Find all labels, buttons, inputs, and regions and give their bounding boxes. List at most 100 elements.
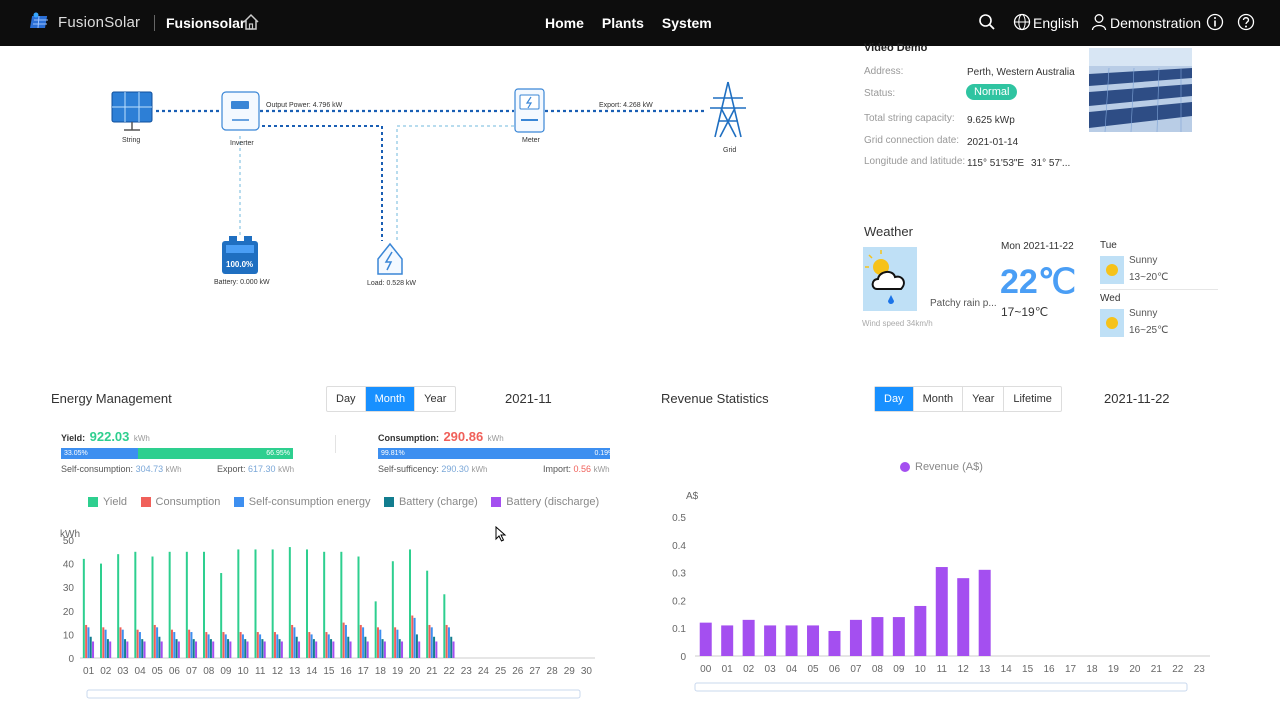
battery-charge-bar — [175, 639, 178, 658]
unit-label: kWh — [165, 465, 182, 474]
revenue-x-tick: 03 — [765, 664, 777, 675]
self-consumption-bar — [276, 634, 279, 658]
user-icon[interactable] — [1091, 13, 1107, 31]
user-name[interactable]: Demonstration — [1110, 15, 1202, 31]
string-solar-panel-icon[interactable] — [111, 91, 153, 131]
battery-charge-bar — [89, 636, 92, 658]
self-consumption-bar — [156, 627, 159, 658]
revenue-period-tabs: Day Month Year Lifetime — [874, 386, 1062, 412]
forecast-desc: Sunny — [1129, 308, 1158, 319]
revenue-statistics-card: Revenue Statistics Day Month Year Lifeti… — [660, 385, 1220, 710]
energy-x-tick: 11 — [255, 666, 266, 677]
self-consumption-bar — [396, 629, 399, 658]
battery-discharge-bar — [126, 641, 129, 658]
consumption-label: Consumption: — [378, 433, 439, 443]
plant-photo[interactable] — [1089, 48, 1192, 132]
revenue-legend[interactable]: Revenue (A$) — [900, 461, 983, 473]
revenue-bar — [699, 622, 712, 656]
tab-day[interactable]: Day — [327, 387, 366, 411]
revenue-y-tick: 0.4 — [672, 541, 686, 552]
revenue-y-tick: 0.1 — [672, 624, 686, 635]
revenue-y-tick: 0.5 — [672, 513, 686, 524]
battery-discharge-bar — [160, 641, 163, 658]
tab-lifetime[interactable]: Lifetime — [1013, 393, 1052, 405]
revenue-y-axis-label: A$ — [686, 491, 699, 502]
revenue-y-tick: 0.2 — [672, 596, 686, 607]
yield-bar — [391, 561, 394, 658]
revenue-date-picker[interactable]: 2021-11-22 — [1104, 391, 1170, 406]
consumption-bar — [291, 624, 294, 658]
info-icon[interactable] — [1206, 13, 1224, 31]
yield-bar — [271, 549, 274, 658]
language-selector[interactable]: English — [1033, 15, 1079, 31]
self-sufficiency-value: 290.30 — [441, 464, 469, 474]
import-stat: Import: 0.56 kWh — [543, 464, 610, 474]
battery-discharge-bar — [263, 641, 266, 658]
tab-year[interactable]: Year — [424, 393, 447, 405]
yield-bar — [426, 570, 429, 658]
search-icon[interactable] — [978, 13, 996, 31]
export-stat: Export: 617.30 kWh — [217, 464, 294, 474]
nav-plants[interactable]: Plants — [601, 15, 644, 31]
self-consumption-bar — [224, 634, 227, 658]
tab-day[interactable]: Day — [875, 387, 914, 411]
yield-bar — [117, 554, 120, 658]
nav-home[interactable]: Home — [545, 15, 584, 31]
self-consumption-bar — [121, 629, 124, 658]
forecast-range: 16~25℃ — [1129, 325, 1169, 336]
nav-system[interactable]: System — [661, 15, 712, 31]
grid-date-label: Grid connection date: — [864, 135, 960, 146]
consumption-bar — [359, 624, 362, 658]
yield-bar-export: 66.95% — [137, 448, 293, 459]
home-icon[interactable] — [242, 13, 260, 31]
energy-management-card: Energy Management Day Month Year 2021-11… — [50, 385, 620, 710]
consumption-bar — [85, 624, 88, 658]
revenue-bar — [957, 578, 970, 656]
grid-date-value: 2021-01-14 — [967, 137, 1019, 148]
inverter-icon[interactable] — [221, 91, 260, 131]
self-consumption-label: Self-consumption: — [61, 464, 134, 474]
globe-icon[interactable] — [1013, 13, 1031, 31]
consumption-bar — [445, 624, 448, 658]
consumption-bar — [102, 627, 105, 658]
energy-date-picker[interactable]: 2021-11 — [505, 391, 552, 406]
revenue-y-tick: 0.3 — [672, 569, 686, 580]
energy-x-tick: 14 — [306, 666, 318, 677]
battery-discharge-bar — [418, 641, 421, 658]
yield-bar — [134, 551, 137, 658]
tab-year[interactable]: Year — [963, 387, 1005, 411]
sunny-icon — [1100, 309, 1124, 337]
tab-month[interactable]: Month — [365, 387, 416, 411]
consumption-bar — [256, 632, 259, 658]
grid-tower-icon[interactable] — [710, 81, 746, 138]
tab-month[interactable]: Month — [914, 387, 964, 411]
battery-charge-bar — [398, 639, 401, 658]
help-icon[interactable] — [1237, 13, 1255, 31]
energy-bar-chart: kWh 0 10 20 30 40 50 01 02 03 04 05 06 07 08 09 10 11 12 13… — [60, 529, 595, 699]
battery-charge-bar — [415, 634, 418, 658]
revenue-bar — [828, 630, 841, 656]
wind-speed: Wind speed 34km/h — [862, 319, 933, 328]
meter-icon[interactable] — [514, 88, 545, 133]
battery-charge-bar — [124, 639, 127, 658]
legend-consumption[interactable]: Consumption — [140, 496, 220, 508]
self-consumption-bar — [447, 627, 450, 658]
energy-period-tabs: Day Month Year — [326, 386, 457, 412]
battery-discharge-bar — [366, 641, 369, 658]
legend-battery-charge[interactable]: Battery (charge) — [383, 496, 478, 508]
legend-battery-discharge[interactable]: Battery (discharge) — [491, 496, 599, 508]
self-consumption-stat: Self-consumption: 304.73 kWh — [61, 464, 182, 474]
legend-self-consumption[interactable]: Self-consumption energy — [233, 496, 370, 508]
revenue-x-tick: 13 — [979, 664, 991, 675]
yield-bar — [220, 573, 223, 658]
battery-discharge-bar — [92, 641, 95, 658]
brand-logo[interactable]: FusionSolar — [30, 11, 140, 33]
battery-discharge-bar — [177, 641, 180, 658]
top-navigation-bar: FusionSolar Fusionsolar Home Plants Syst… — [0, 0, 1280, 46]
legend-yield[interactable]: Yield — [88, 496, 127, 508]
load-house-icon[interactable] — [377, 242, 403, 275]
energy-x-tick: 23 — [461, 666, 473, 677]
battery-discharge-bar — [229, 641, 232, 658]
battery-icon[interactable] — [222, 236, 258, 274]
energy-zoom-slider — [86, 689, 581, 699]
